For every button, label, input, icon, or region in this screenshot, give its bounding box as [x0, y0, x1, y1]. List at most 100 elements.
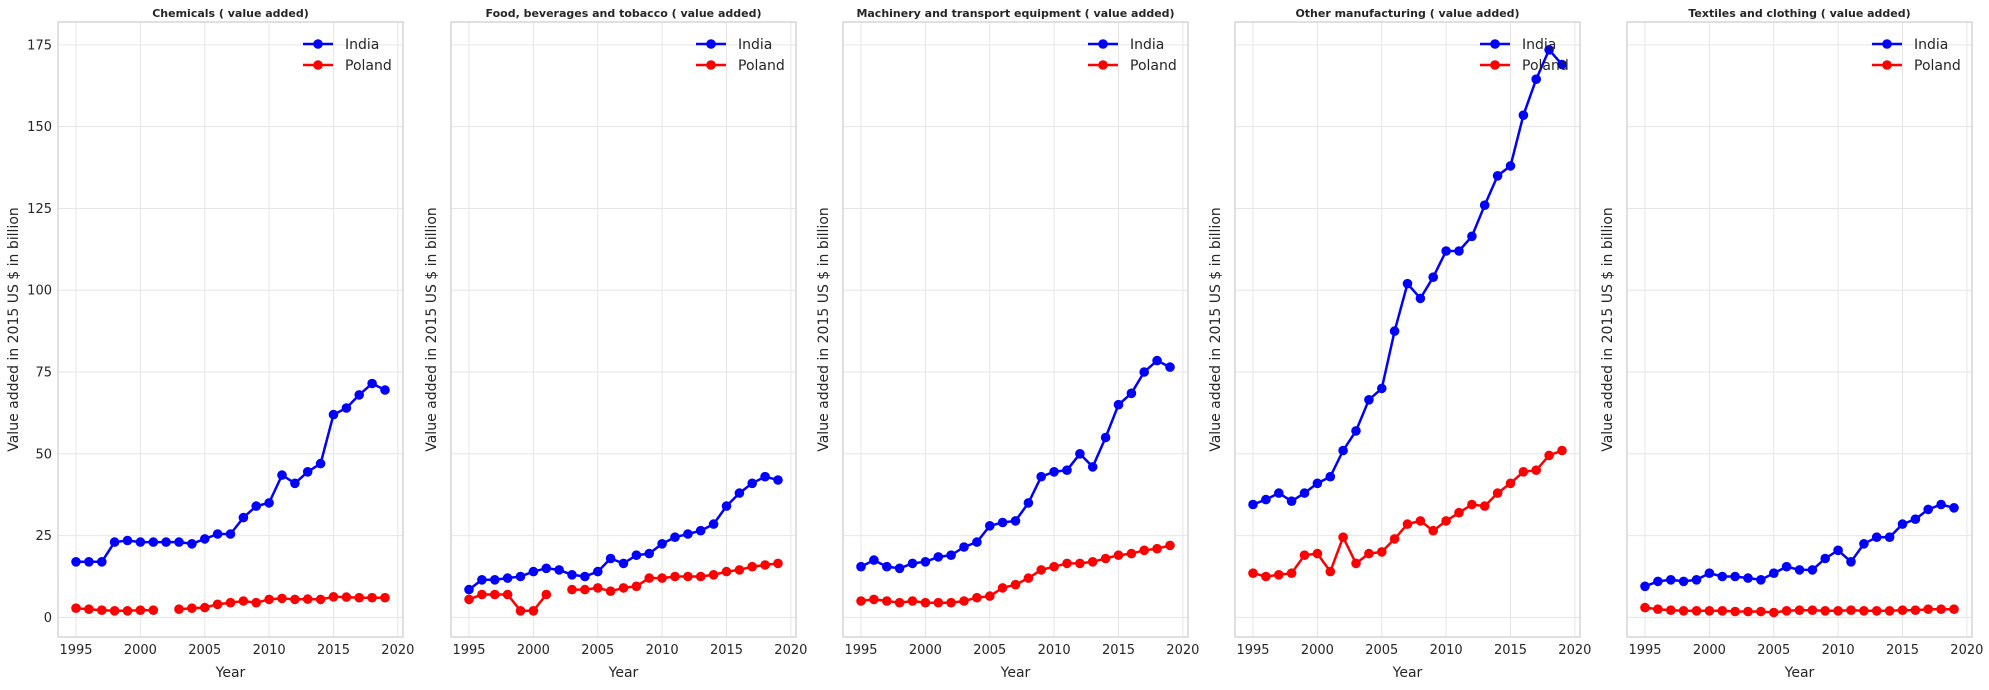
data-point: [1351, 558, 1361, 569]
legend-label: India: [345, 37, 379, 53]
data-point: [1036, 565, 1046, 575]
data-point: [1389, 326, 1400, 336]
data-point: [869, 555, 879, 565]
y-axis-label: Value added in 2015 US $ in billion: [1600, 207, 1616, 452]
data-point: [71, 557, 81, 567]
data-point: [708, 519, 719, 529]
data-point: [631, 550, 642, 560]
data-point: [1377, 547, 1387, 557]
x-tick-label: 2005: [188, 643, 221, 658]
data-point: [1261, 571, 1271, 582]
data-point: [1087, 557, 1098, 567]
legend: India Poland: [1088, 37, 1177, 74]
data-point: [1807, 565, 1818, 575]
data-point: [1126, 388, 1137, 399]
data-point: [856, 596, 866, 606]
x-axis-label: Year: [1392, 665, 1423, 681]
gridlines: [451, 22, 796, 637]
legend-marker: [1882, 60, 1892, 70]
data-point: [869, 594, 879, 605]
data-point: [1299, 550, 1310, 560]
data-point: [1678, 576, 1689, 587]
data-point: [1820, 553, 1830, 564]
data-point: [605, 553, 616, 564]
data-point: [1023, 498, 1034, 508]
data-point: [84, 557, 94, 567]
y-tick-label: 75: [35, 366, 52, 381]
data-point: [1454, 507, 1464, 518]
data-point: [1325, 471, 1336, 482]
y-tick-label: 50: [35, 447, 52, 462]
data-point: [1036, 471, 1046, 482]
data-point: [1743, 606, 1753, 617]
data-point: [1075, 558, 1085, 569]
series-poland: [71, 592, 390, 616]
data-point: [315, 594, 326, 605]
data-point: [502, 589, 513, 600]
series-india: [464, 471, 783, 595]
data-point: [1312, 478, 1323, 489]
data-point: [187, 603, 197, 613]
data-point: [683, 571, 693, 582]
gridlines: [1627, 22, 1972, 637]
data-point: [1299, 488, 1310, 498]
data-point: [683, 529, 693, 539]
plot-frame: [1626, 21, 1973, 638]
x-tick-label: 2010: [253, 643, 286, 658]
data-point: [972, 592, 982, 603]
y-tick-label: 0: [44, 611, 52, 626]
data-point: [695, 525, 706, 536]
data-point: [1833, 606, 1843, 616]
y-tick-label: 150: [27, 120, 52, 135]
data-point: [760, 560, 770, 570]
data-point: [1062, 558, 1072, 569]
data-point: [1415, 516, 1426, 526]
x-tick-label: 2000: [1301, 643, 1334, 658]
data-point: [721, 566, 732, 577]
y-tick-label: 175: [27, 38, 52, 53]
data-point: [1704, 606, 1715, 616]
plot-frame: [57, 21, 404, 638]
data-point: [1248, 568, 1258, 578]
data-point: [1923, 604, 1933, 614]
data-point: [1492, 488, 1503, 498]
y-axis-label: Value added in 2015 US $ in billion: [1208, 207, 1224, 452]
x-tick-label: 2020: [1166, 643, 1199, 658]
data-point: [907, 596, 918, 606]
data-point: [277, 593, 287, 604]
data-point: [1441, 246, 1451, 256]
data-point: [554, 565, 564, 575]
data-point: [1653, 576, 1663, 587]
data-point: [490, 575, 500, 585]
x-tick-label: 2010: [1822, 643, 1855, 658]
data-point: [354, 390, 365, 400]
data-point: [580, 584, 590, 595]
series-poland: [464, 558, 783, 616]
data-point: [1100, 553, 1111, 564]
data-point: [187, 539, 197, 549]
data-point: [1730, 606, 1740, 617]
data-point: [71, 603, 81, 613]
data-point: [1312, 548, 1323, 559]
data-point: [1756, 606, 1766, 617]
data-point: [882, 596, 892, 606]
legend-label: Poland: [345, 58, 392, 74]
gridlines: [58, 22, 403, 637]
data-point: [1126, 548, 1137, 559]
data-point: [760, 471, 770, 482]
data-point: [1274, 570, 1284, 580]
data-point: [946, 597, 956, 608]
x-tick-label: 1995: [1628, 643, 1661, 658]
data-point: [1087, 462, 1098, 472]
data-point: [264, 594, 274, 605]
data-point: [1910, 514, 1921, 524]
data-point: [593, 583, 603, 593]
data-point: [238, 596, 249, 606]
data-point: [1640, 602, 1650, 613]
data-point: [528, 606, 539, 616]
data-point: [1794, 565, 1805, 575]
data-point: [933, 552, 944, 562]
data-point: [856, 561, 866, 572]
series-india: [1248, 45, 1567, 510]
data-point: [972, 537, 982, 547]
